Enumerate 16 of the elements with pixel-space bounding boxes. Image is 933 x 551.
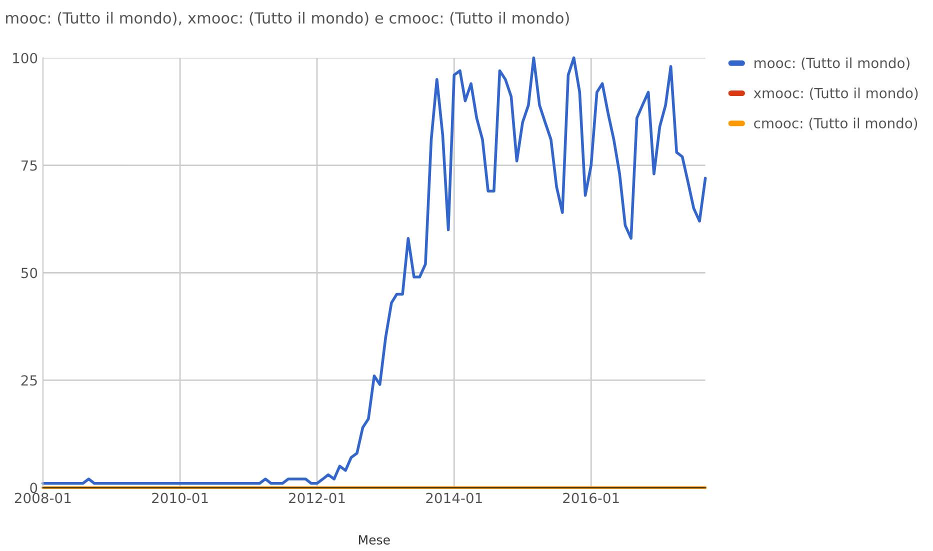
chart-title: mooc: (Tutto il mondo), xmooc: (Tutto il mondo) e cmooc: (Tutto il mondo) bbox=[6, 12, 569, 26]
x-tick-label: 2010-01 bbox=[152, 492, 208, 504]
x-tick-label: 2014-01 bbox=[426, 492, 482, 504]
y-tick-label: 75 bbox=[22, 160, 37, 171]
x-tick-label: 2008-01 bbox=[14, 492, 71, 504]
x-tick-label: 2016-01 bbox=[563, 492, 619, 504]
legend-label: mooc: (Tutto il mondo) bbox=[754, 57, 910, 70]
x-axis-title: Mese bbox=[359, 535, 390, 545]
x-tick-label: 2012-01 bbox=[289, 492, 345, 504]
y-tick-label: 25 bbox=[21, 375, 37, 386]
y-tick-label: 100 bbox=[13, 52, 38, 64]
line-series bbox=[42, 56, 707, 485]
y-tick-label: 0 bbox=[30, 482, 38, 494]
y-tick-label: 50 bbox=[21, 268, 38, 278]
legend-label: cmooc: (Tutto il mondo) bbox=[754, 118, 918, 130]
legend-label: xmooc: (Tutto il mondo) bbox=[754, 88, 918, 100]
